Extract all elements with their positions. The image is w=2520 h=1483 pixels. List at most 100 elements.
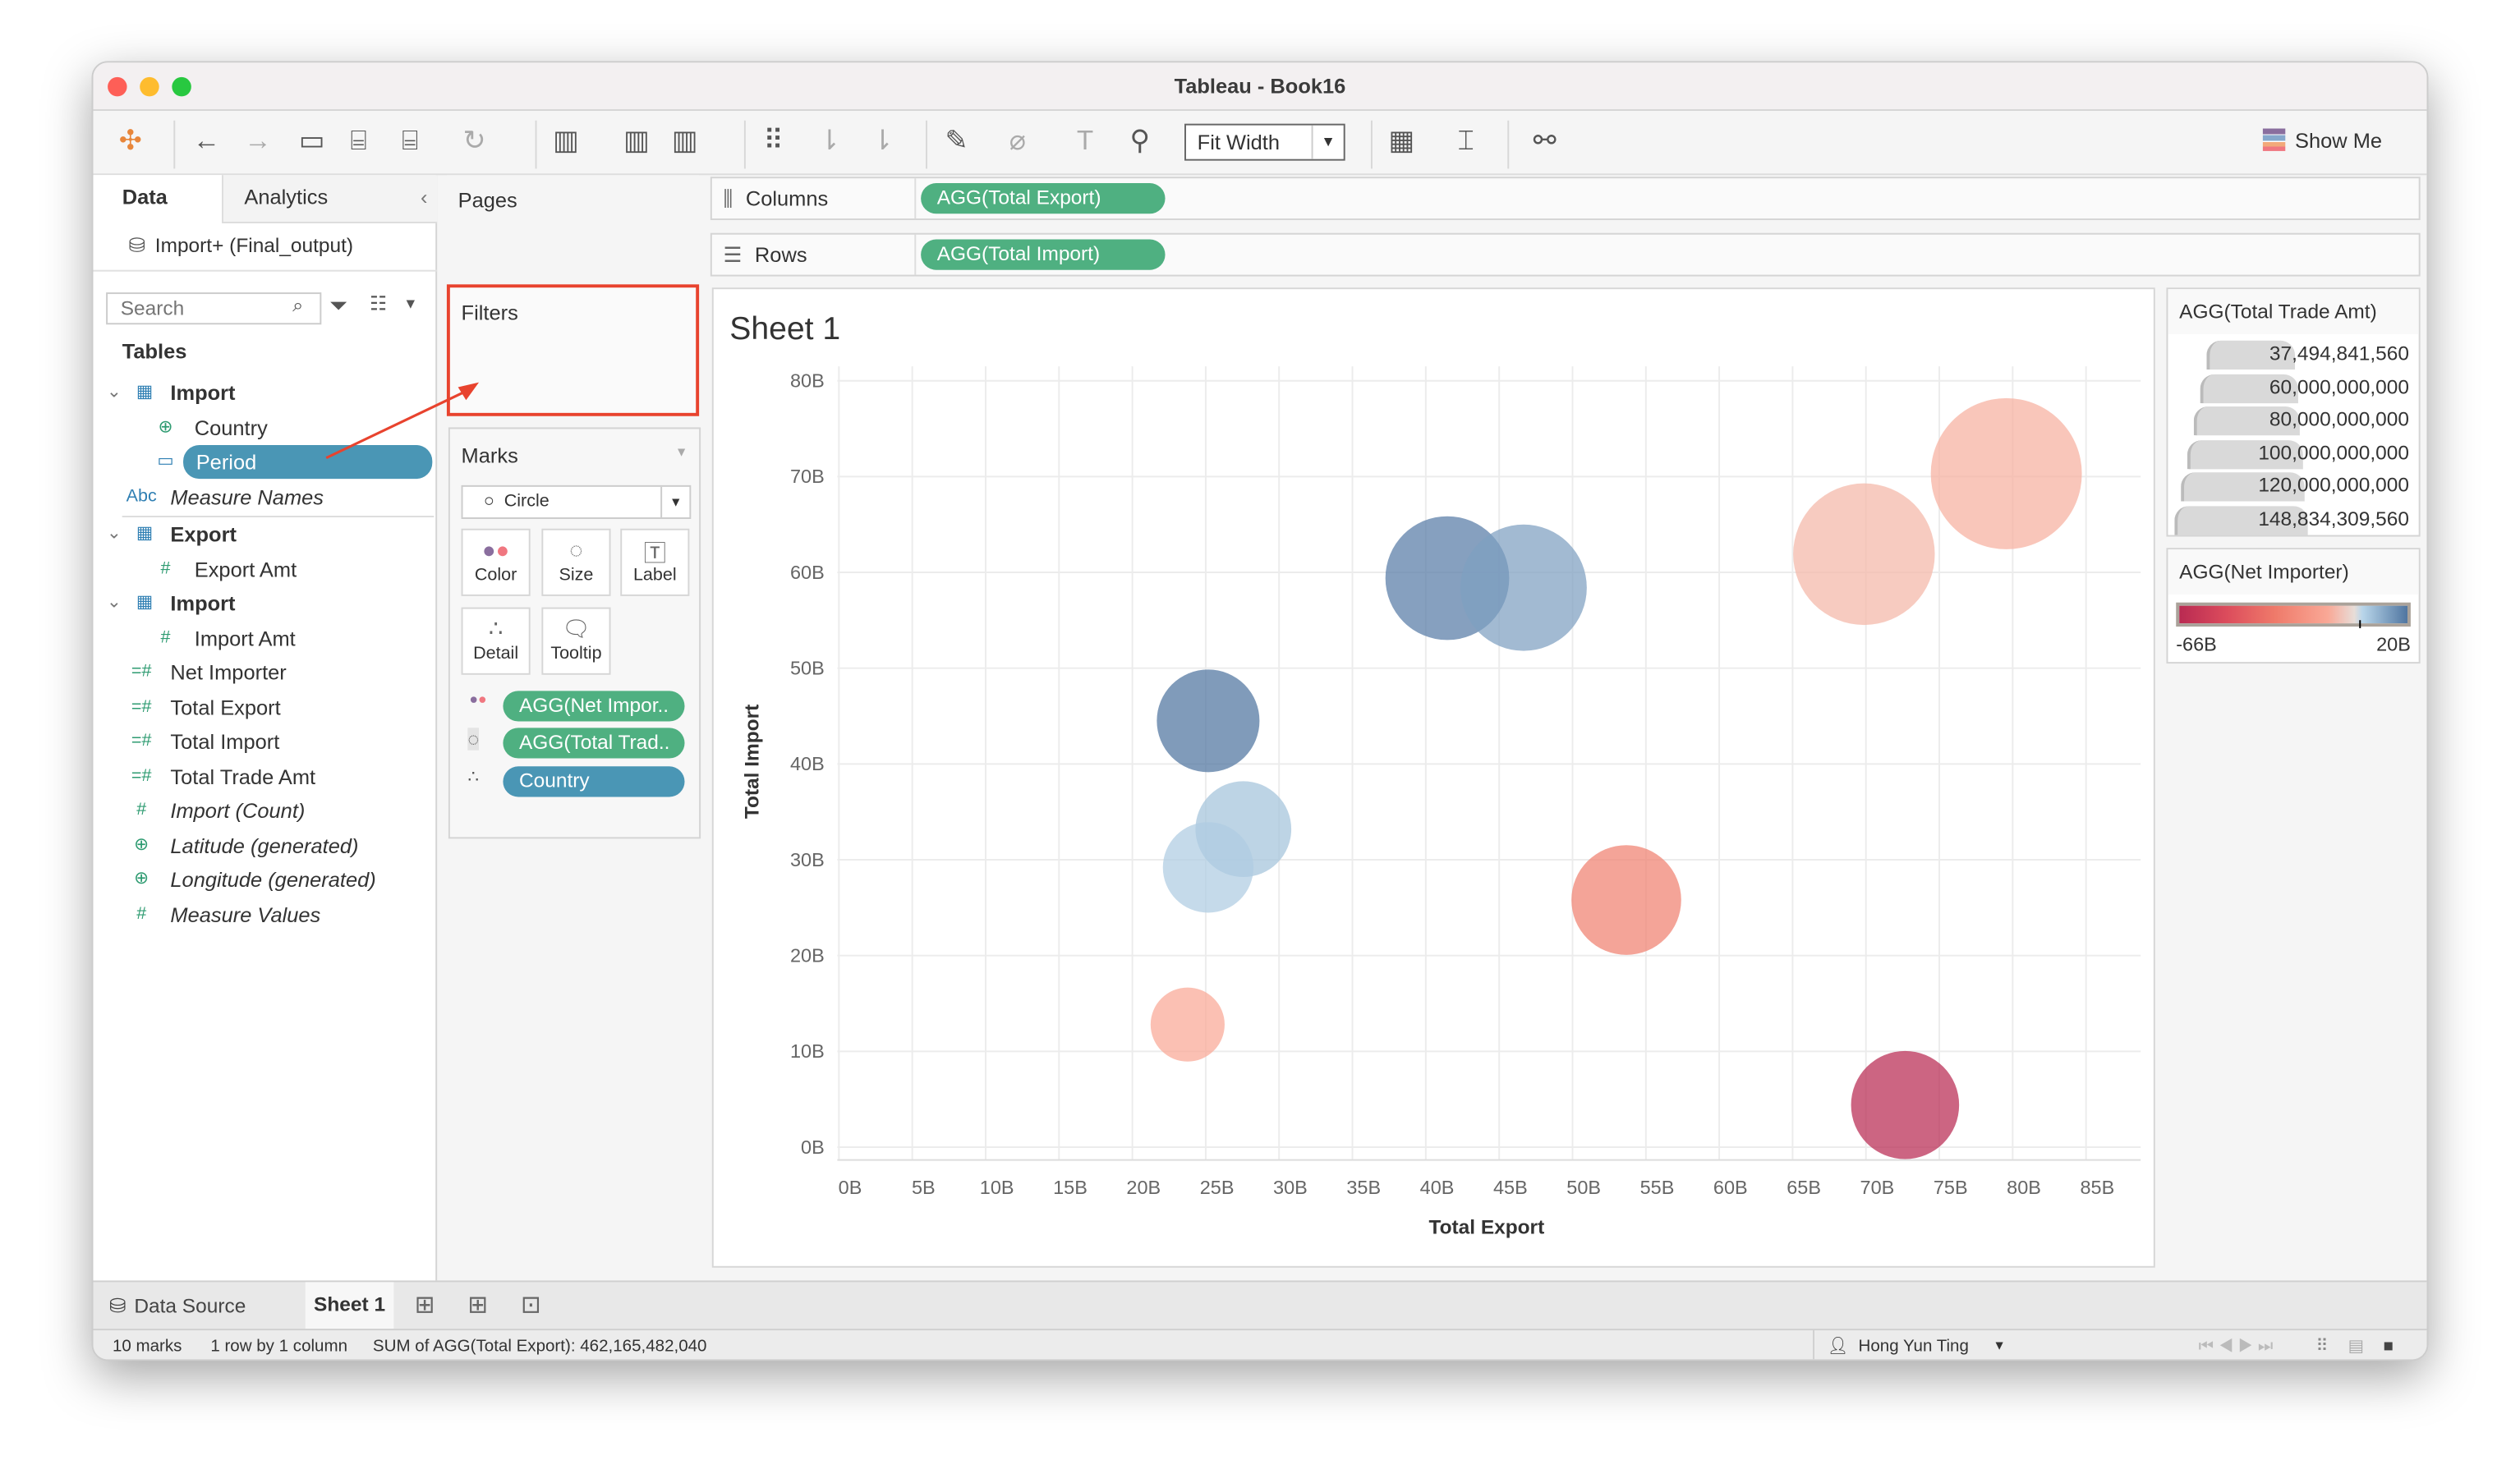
share-icon[interactable]: ⚯ <box>1533 125 1557 156</box>
bubble-mark[interactable] <box>1162 822 1254 913</box>
sheet-title: Sheet 1 <box>729 311 841 347</box>
sheet-navigation-icon[interactable]: ⏮ ◀ ▶ ⏭ <box>2198 1336 2274 1357</box>
new-worksheet-icon[interactable]: ▥ <box>553 125 579 156</box>
tab-sheet-1[interactable]: Sheet 1 <box>305 1282 394 1329</box>
pause-updates-icon[interactable]: ⌸ <box>402 125 419 156</box>
field-export[interactable]: ⌄ ▦ Export <box>93 517 437 551</box>
minimize-window-button[interactable] <box>140 76 159 97</box>
new-dashboard-icon[interactable]: ⊞ <box>467 1292 488 1320</box>
expand-chevron-icon[interactable]: ⌄ <box>106 382 122 402</box>
bubble-mark[interactable] <box>1460 524 1587 651</box>
swap-rows-columns-icon[interactable]: ⠿ <box>763 125 784 156</box>
data-source-tab[interactable]: ⛁ Data Source <box>109 1293 246 1317</box>
pin-axes-icon[interactable]: ⚲ <box>1129 125 1150 156</box>
duplicate-sheet-icon[interactable]: ▥ <box>623 125 650 156</box>
view-list-icon[interactable]: ☷ <box>370 292 388 315</box>
tab-analytics[interactable]: Analytics ‹ <box>222 175 438 223</box>
mark-type-dropdown[interactable]: ○ Circle ▼ <box>461 484 692 519</box>
field-measure-values[interactable]: # Measure Values <box>93 898 437 931</box>
expand-chevron-icon[interactable]: ⌄ <box>106 592 122 613</box>
field-import-count[interactable]: # Import (Count) <box>93 794 437 828</box>
fit-dropdown[interactable]: Fit Width ▼ <box>1184 123 1345 161</box>
field-import[interactable]: ⌄ ▦ Import <box>93 586 437 620</box>
field-import[interactable]: ⌄ ▦ Import <box>93 376 437 410</box>
tooltip-button[interactable]: 🗨 Tooltip <box>541 607 611 675</box>
field-country[interactable]: ⊕ Country <box>93 411 437 444</box>
size-legend-item[interactable]: 60,000,000,000 <box>2174 372 2409 403</box>
search-input[interactable] <box>106 292 322 325</box>
tableau-logo-icon[interactable]: ✣ <box>118 125 142 156</box>
show-me-button[interactable]: Show Me <box>2262 126 2382 158</box>
field-total-trade-amt[interactable]: =# Total Trade Amt <box>93 759 437 792</box>
size-legend-item[interactable]: 120,000,000,000 <box>2174 471 2409 502</box>
field-import-amt[interactable]: # Import Amt <box>93 621 437 654</box>
size-legend[interactable]: AGG(Total Trade Amt) 37,494,841,560 60,00… <box>2166 287 2421 537</box>
size-legend-item[interactable]: 100,000,000,000 <box>2174 438 2409 469</box>
color-pill[interactable]: AGG(Net Impor.. <box>503 691 685 722</box>
color-legend[interactable]: AGG(Net Importer) -66B 20B <box>2166 548 2421 664</box>
field-total-export[interactable]: =# Total Export <box>93 690 437 723</box>
undo-icon[interactable]: ← <box>192 125 221 156</box>
show-labels-icon[interactable]: T <box>1076 125 1094 156</box>
zoom-window-button[interactable] <box>172 76 191 97</box>
size-legend-item[interactable]: 148,834,309,560 <box>2174 503 2409 535</box>
bubble-mark[interactable] <box>1157 669 1260 773</box>
sort-descending-icon[interactable]: ⇂ <box>871 125 894 156</box>
rows-pill[interactable]: AGG(Total Import) <box>921 239 1166 270</box>
save-icon[interactable]: ▭ <box>298 125 325 156</box>
expand-chevron-icon[interactable]: ⌄ <box>106 523 122 544</box>
redo-icon[interactable]: → <box>244 125 272 156</box>
label-button[interactable]: 🅃 Label <box>620 528 690 596</box>
size-legend-item[interactable]: 37,494,841,560 <box>2174 339 2409 370</box>
field-export-amt[interactable]: # Export Amt <box>93 552 437 585</box>
field-measure-names[interactable]: Abc Measure Names <box>93 480 437 513</box>
field-label: Export <box>170 521 237 547</box>
tabs-view-icon[interactable]: ■ <box>2383 1336 2394 1357</box>
tab-data[interactable]: Data <box>93 175 223 223</box>
bubble-mark[interactable] <box>1930 397 2082 549</box>
size-legend-item[interactable]: 80,000,000,000 <box>2174 405 2409 436</box>
sort-ascending-icon[interactable]: ⇂ <box>817 125 841 156</box>
size-legend-title: AGG(Total Trade Amt) <box>2168 289 2419 334</box>
field-longitude-generated[interactable]: ⊕ Longitude (generated) <box>93 863 437 897</box>
detail-pill[interactable]: Country <box>503 766 685 797</box>
field-net-importer[interactable]: =# Net Importer <box>93 655 437 689</box>
group-icon[interactable]: ⌀ <box>1009 125 1026 156</box>
user-name: Hong Yun Ting <box>1858 1336 1969 1357</box>
columns-pill[interactable]: AGG(Total Export) <box>921 183 1166 214</box>
size-button[interactable]: ◌ Size <box>541 528 611 596</box>
refresh-icon[interactable]: ↻ <box>462 125 486 156</box>
chevron-down-icon[interactable]: ▼ <box>403 296 418 312</box>
field-period[interactable]: ▭ Period <box>93 444 437 480</box>
marks-menu-icon[interactable]: ▼ <box>674 444 688 460</box>
close-window-button[interactable] <box>108 76 127 97</box>
new-datasource-icon[interactable]: ⌸ <box>350 125 367 156</box>
user-menu[interactable]: 👤︎ Hong Yun Ting ▼ <box>1813 1330 2021 1360</box>
rows-shelf[interactable]: ☰ Rows AGG(Total Import) <box>710 232 2421 277</box>
detail-button[interactable]: ∴ Detail <box>461 607 531 675</box>
new-worksheet-icon[interactable]: ⊞ <box>414 1292 435 1320</box>
filmstrip-icon[interactable]: ▤ <box>2348 1336 2365 1357</box>
field-latitude-generated[interactable]: ⊕ Latitude (generated) <box>93 829 437 862</box>
filter-icon[interactable]: ⏷ <box>329 292 348 319</box>
presentation-mode-icon[interactable]: ⌶ <box>1457 125 1474 156</box>
pages-card[interactable]: Pages <box>446 175 700 275</box>
bubble-mark[interactable] <box>1793 483 1935 626</box>
new-story-icon[interactable]: ⊡ <box>520 1292 541 1320</box>
bubble-mark[interactable] <box>1571 845 1681 955</box>
field-label: Measure Names <box>170 484 324 509</box>
size-pill[interactable]: AGG(Total Trad.. <box>503 728 685 759</box>
color-button[interactable]: ●● Color <box>461 528 531 596</box>
sheet-sorter-icon[interactable]: ⠿ <box>2315 1336 2329 1357</box>
collapse-icon[interactable]: ‹ <box>420 185 428 209</box>
datasource-item[interactable]: ⛁ Import+ (Final_output) <box>129 232 354 260</box>
filters-card[interactable]: Filters <box>446 284 700 416</box>
columns-shelf[interactable]: ⫼ Columns AGG(Total Export) <box>710 177 2421 221</box>
bubble-mark[interactable] <box>1150 987 1225 1062</box>
clear-sheet-icon[interactable]: ▥ <box>671 125 698 156</box>
show-cards-icon[interactable]: ▦ <box>1388 125 1414 156</box>
table-icon: ▦ <box>136 382 154 402</box>
field-total-import[interactable]: =# Total Import <box>93 724 437 758</box>
highlight-icon[interactable]: ✎ <box>945 125 968 156</box>
bubble-mark[interactable] <box>1851 1050 1960 1159</box>
